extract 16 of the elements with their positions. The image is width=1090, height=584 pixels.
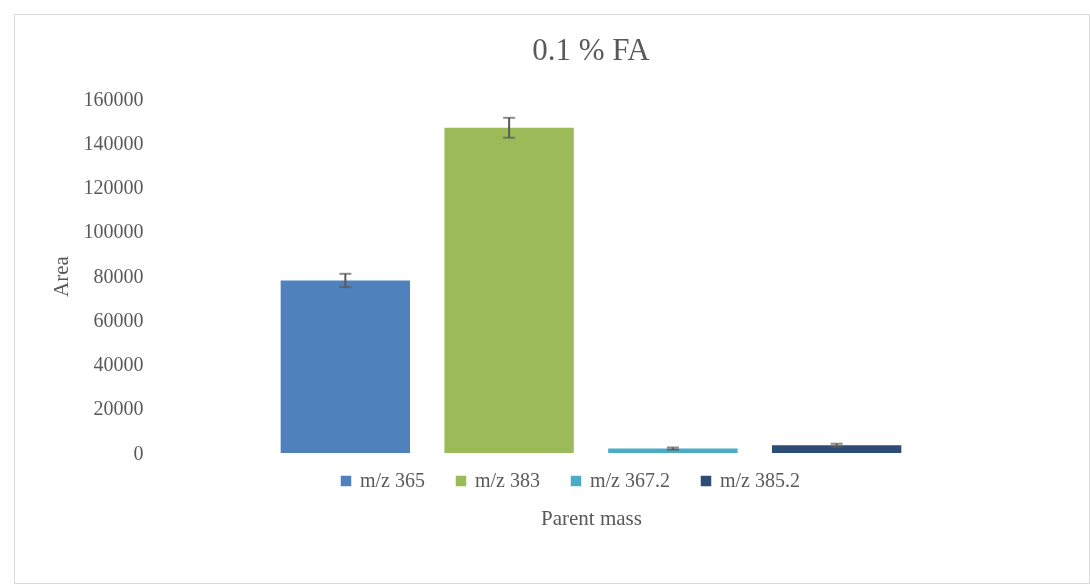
y-axis-title: Area [48, 255, 73, 297]
chart-title: 0.1 % FA [532, 32, 651, 67]
y-tick-label: 80000 [93, 264, 144, 287]
legend-label: m/z 367.2 [590, 469, 670, 491]
y-tick-label: 100000 [83, 220, 144, 243]
y-tick-label: 160000 [83, 87, 144, 110]
y-tick-label: 40000 [93, 353, 144, 375]
legend-label: m/z 385.2 [720, 469, 800, 491]
y-tick-label: 0 [133, 441, 144, 464]
legend-label: m/z 383 [475, 469, 540, 491]
y-tick-label: 20000 [93, 397, 144, 420]
legend-label: m/z 365 [360, 469, 425, 491]
y-tick-label: 140000 [83, 131, 144, 154]
y-tick-label: 120000 [83, 176, 144, 198]
y-tick-label: 60000 [93, 308, 144, 331]
x-axis-title: Parent mass [541, 505, 642, 530]
